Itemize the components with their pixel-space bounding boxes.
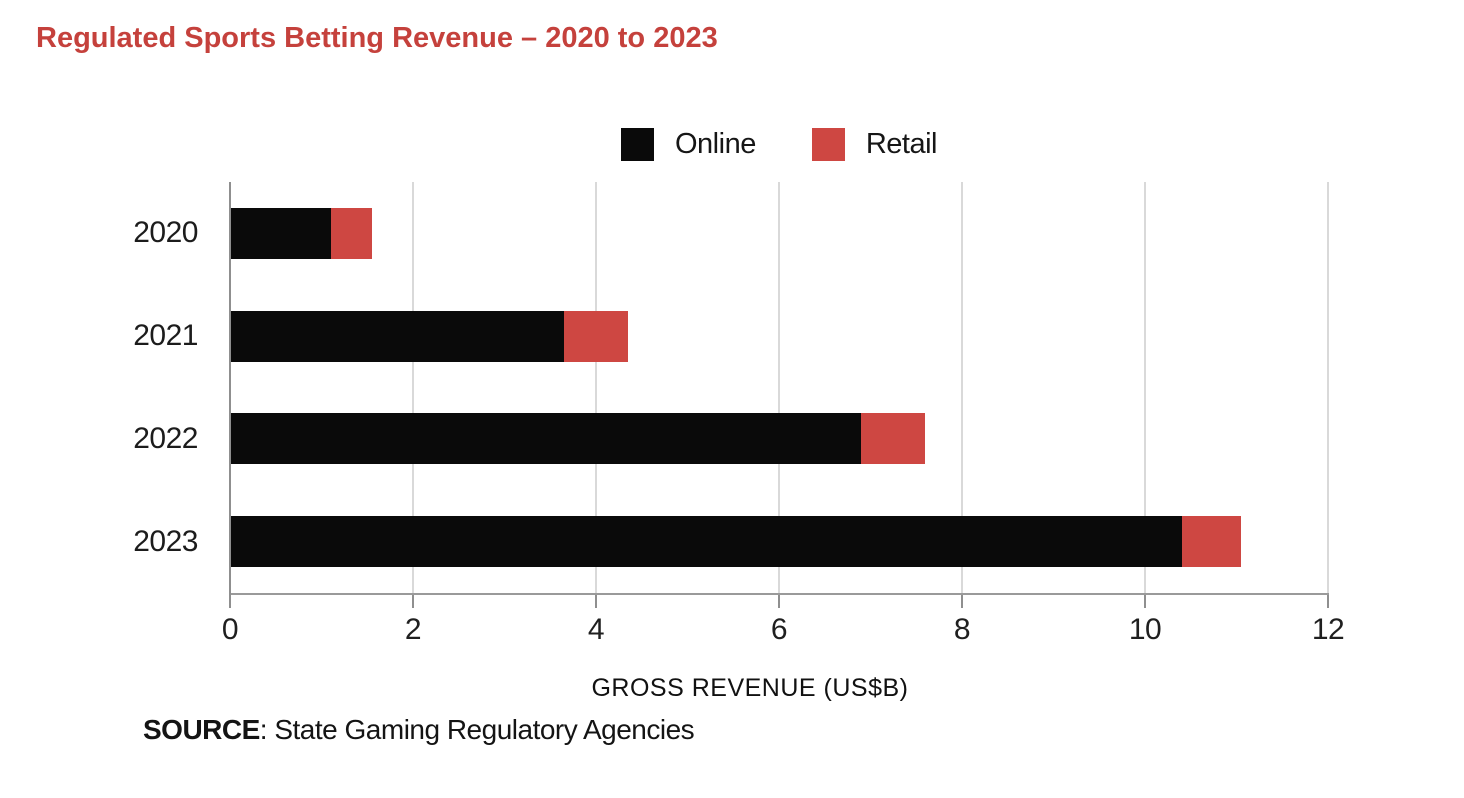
x-axis-line <box>229 593 1329 595</box>
axis-tick-12 <box>1327 595 1329 608</box>
x-tick-label-6: 6 <box>770 613 788 646</box>
x-axis-title: GROSS REVENUE (US$B) <box>591 674 909 702</box>
y-label-2023: 2023 <box>133 524 198 558</box>
bar-segment-2020-online <box>230 207 331 259</box>
bar-2021 <box>230 310 629 362</box>
gridline-x-8 <box>961 182 963 593</box>
x-tick-label-12: 12 <box>1311 613 1345 646</box>
source-label: SOURCE <box>143 714 260 745</box>
bar-segment-2022-online <box>230 413 862 465</box>
plot-area <box>229 182 1329 608</box>
legend-swatch-retail <box>811 128 845 161</box>
bar-2023 <box>230 516 1242 568</box>
legend-swatch-online <box>621 128 654 161</box>
gridline-x-2 <box>412 182 414 593</box>
bar-segment-2022-retail <box>861 413 926 465</box>
y-axis-category-labels: 2020 2021 2022 2023 <box>0 182 198 593</box>
bar-segment-2021-online <box>230 310 564 362</box>
bar-segment-2023-online <box>230 516 1182 568</box>
axis-tick-10 <box>1144 595 1146 608</box>
y-label-2022: 2022 <box>133 421 198 455</box>
gridline-x-12 <box>1327 182 1329 593</box>
x-tick-label-0: 0 <box>221 613 239 646</box>
x-tick-label-4: 4 <box>587 613 605 646</box>
bar-segment-2020-retail <box>330 207 372 259</box>
y-label-2020: 2020 <box>133 216 198 250</box>
bar-2020 <box>230 207 372 259</box>
axis-tick-8 <box>961 595 963 608</box>
gridline-x-10 <box>1144 182 1146 593</box>
axis-tick-6 <box>778 595 780 608</box>
y-label-2021: 2021 <box>133 319 198 353</box>
x-axis-tick-labels: 0 2 4 6 8 10 12 <box>222 613 1345 653</box>
chart-title: Regulated Sports Betting Revenue – 2020 … <box>36 22 718 54</box>
legend-item-retail: Retail <box>811 128 938 161</box>
axis-tick-4 <box>595 595 597 608</box>
source-text: : State Gaming Regulatory Agencies <box>259 714 695 745</box>
legend: Online Retail <box>230 128 1328 161</box>
source-line: SOURCE: State Gaming Regulatory Agencies <box>143 714 695 746</box>
axis-tick-2 <box>412 595 414 608</box>
x-tick-label-10: 10 <box>1128 613 1162 646</box>
bar-segment-2023-retail <box>1181 516 1242 568</box>
legend-label-online: Online <box>675 128 756 160</box>
y-axis-line <box>229 182 231 607</box>
x-tick-label-8: 8 <box>953 613 971 646</box>
bar-segment-2021-retail <box>563 310 629 362</box>
x-tick-label-2: 2 <box>404 613 422 646</box>
legend-item-online: Online <box>621 128 756 161</box>
gridline-x-6 <box>778 182 780 593</box>
bar-2022 <box>230 413 926 465</box>
gridline-x-4 <box>595 182 597 593</box>
legend-label-retail: Retail <box>865 128 938 160</box>
